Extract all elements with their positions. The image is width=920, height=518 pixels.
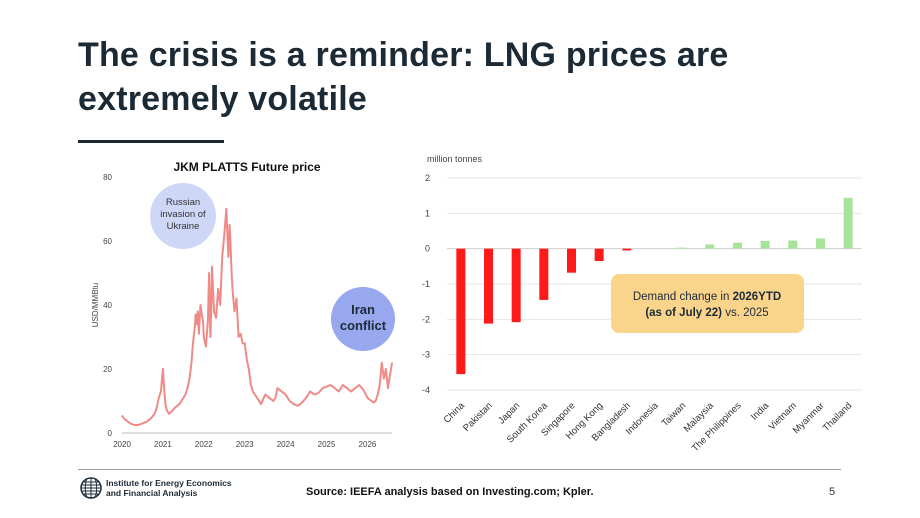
- russia-annotation-line: invasion of: [160, 209, 206, 220]
- bar: [484, 248, 493, 324]
- footer-divider: [78, 469, 841, 470]
- y-tick-label: 60: [103, 237, 112, 246]
- bar: [816, 238, 825, 249]
- demand-annotation-line1: Demand change in 2026YTD: [633, 291, 781, 303]
- y-axis-label: USD/MMBtu: [91, 283, 100, 327]
- bar-y-tick-label: 0: [425, 244, 430, 254]
- bar-y-tick-label: -2: [422, 314, 430, 324]
- category-label: The Philippines: [690, 400, 744, 454]
- bar-y-tick-label: 1: [425, 208, 430, 218]
- x-tick-label: 2023: [236, 440, 254, 449]
- bar: [622, 248, 632, 251]
- annotation-text: Demand change in: [633, 291, 733, 303]
- x-tick-label: 2025: [318, 440, 336, 449]
- bar: [511, 248, 521, 323]
- category-label: India: [749, 400, 772, 423]
- y-tick-label: 20: [103, 365, 112, 374]
- x-tick-label: 2024: [277, 440, 295, 449]
- page-number: 5: [829, 486, 836, 498]
- y-tick-label: 80: [103, 173, 112, 182]
- category-label: Japan: [496, 400, 522, 426]
- bar: [567, 248, 576, 273]
- bar: [677, 247, 687, 249]
- bar-y-tick-label: -4: [422, 385, 430, 395]
- iran-annotation-line: Iran: [351, 302, 375, 317]
- bar: [456, 248, 466, 375]
- x-tick-label: 2022: [195, 440, 213, 449]
- source-note: Source: IEEFA analysis based on Investin…: [306, 486, 594, 498]
- x-tick-label: 2026: [359, 440, 377, 449]
- demand-annotation-line2: (as of July 22) vs. 2025: [645, 307, 768, 319]
- logo-text-line2: and Financial Analysis: [106, 488, 198, 498]
- russia-annotation-line: Ukraine: [167, 221, 200, 232]
- bar: [539, 248, 549, 300]
- category-label: China: [442, 400, 468, 426]
- bar: [788, 240, 798, 249]
- bar: [594, 248, 604, 262]
- line-chart-title: JKM PLATTS Future price: [173, 160, 320, 174]
- bar-y-tick-label: -3: [422, 350, 430, 360]
- bar: [760, 240, 770, 249]
- logo-text-line1: Institute for Energy Economics: [106, 478, 232, 488]
- demand-annotation-box: [611, 274, 804, 333]
- bar: [843, 197, 853, 249]
- category-label: Pakistan: [461, 400, 495, 434]
- globe-icon: [80, 477, 102, 499]
- jkm-price-chart: JKM PLATTS Future price 0 20 40 60 80 2020 2021…: [91, 160, 395, 449]
- x-tick-label: 2021: [154, 440, 172, 449]
- demand-annotation: Demand change in 2026YTD (as of July 22) …: [611, 274, 804, 333]
- x-tick-label: 2020: [113, 440, 131, 449]
- price-line: [121, 208, 393, 426]
- annotation-bold: (as of July 22): [645, 307, 722, 319]
- slide-title: The crisis is a reminder: LNG prices are…: [78, 33, 878, 121]
- y-tick-label: 0: [108, 429, 113, 438]
- bar: [705, 244, 715, 249]
- russia-bubble: [150, 183, 216, 249]
- annotation-bold: 2026YTD: [733, 291, 782, 303]
- category-label: Thailand: [821, 400, 855, 434]
- y-tick-label: 40: [103, 301, 112, 310]
- iran-bubble: [331, 287, 395, 351]
- bar-y-tick-label: -1: [422, 279, 430, 289]
- bar-y-tick-label: 2: [425, 173, 430, 183]
- ieefa-logo: Institute for Energy Economics and Finan…: [80, 477, 266, 499]
- annotation-text: vs. 2025: [722, 307, 769, 319]
- iran-annotation-line: conflict: [340, 318, 387, 333]
- bar: [733, 242, 742, 249]
- slide-title-line1: The crisis is a reminder: LNG prices are: [78, 36, 729, 74]
- bar-y-axis-label: million tonnes: [427, 154, 483, 164]
- title-underline: [78, 140, 224, 143]
- russia-annotation-line: Russian: [166, 197, 200, 208]
- slide-title-line2: extremely volatile: [78, 80, 367, 118]
